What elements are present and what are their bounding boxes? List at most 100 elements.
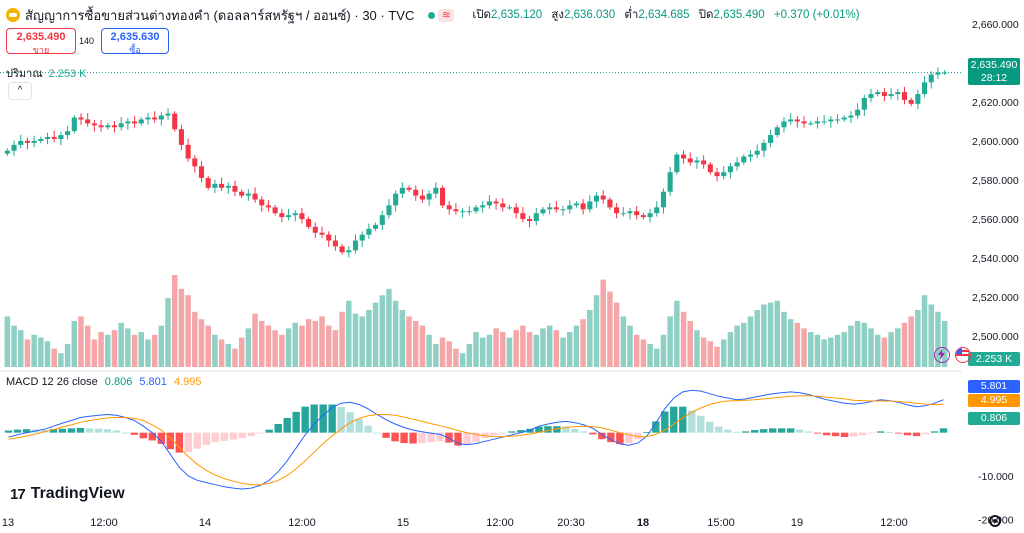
time-tick-label: 19 <box>791 517 803 529</box>
macd-histogram-bar <box>94 428 103 433</box>
volume-bar <box>84 325 91 367</box>
macd-histogram-bar <box>822 432 831 436</box>
tradingview-logo[interactable]: 17 TradingView <box>10 485 125 503</box>
volume-bar <box>908 316 914 367</box>
flag-icon[interactable] <box>955 347 971 363</box>
volume-bar <box>252 313 258 367</box>
macd-histogram-bar <box>777 428 786 433</box>
macd-histogram-bar <box>643 432 651 434</box>
lightning-icon[interactable] <box>934 347 950 363</box>
macd-histogram-bar <box>867 432 876 434</box>
volume-bar <box>171 275 178 367</box>
volume-bar <box>727 332 734 367</box>
candle-body <box>888 94 894 97</box>
candle-body <box>834 119 841 121</box>
buy-button[interactable]: 2,635.630 ซื้อ <box>101 28 169 55</box>
volume-axis-tag: 2.253 K <box>968 352 1020 366</box>
macd-histogram-bar <box>202 432 210 445</box>
candle-body <box>386 205 392 216</box>
volume-bar <box>935 311 941 367</box>
volume-bar <box>118 322 124 367</box>
volume-bar <box>640 339 647 367</box>
candle-body <box>71 117 77 132</box>
gear-icon[interactable] <box>989 515 1001 527</box>
volume-bar <box>560 337 566 367</box>
candlesticks <box>4 67 948 258</box>
candle-body <box>794 119 800 122</box>
macd-histogram-bar <box>688 410 696 433</box>
volume-bar <box>841 332 847 367</box>
macd-histogram-bar <box>831 432 840 437</box>
candle-body <box>426 193 432 200</box>
volume-bar <box>654 348 660 367</box>
price-tick-label: 2,500.000 <box>972 331 1019 343</box>
candle-body <box>306 219 312 227</box>
candle-body <box>439 187 446 206</box>
candle-body <box>768 135 774 143</box>
candle-body <box>500 203 506 208</box>
macd-histogram-bar <box>166 432 175 450</box>
macd-histogram-bar <box>912 432 921 437</box>
volume-bar <box>51 348 57 367</box>
candle-body <box>861 97 867 110</box>
volume-bar <box>680 311 687 367</box>
time-tick-label: 18 <box>637 517 649 529</box>
wave-signal-icon[interactable]: ≋ <box>438 8 455 22</box>
volume-bar <box>754 309 760 367</box>
candle-body <box>781 121 787 128</box>
candle-body <box>326 234 332 241</box>
volume-bar <box>828 337 834 367</box>
candle-body <box>527 219 533 222</box>
candle-body <box>774 127 780 136</box>
sell-button[interactable]: 2,635.490 ขาย <box>6 28 76 55</box>
volume-bar <box>794 322 801 367</box>
time-axis[interactable]: 13 12:00 14 12:00 15 12:00 20:30 18 15:00 19 12:00 <box>2 517 908 529</box>
volume-bar <box>205 325 211 367</box>
market-open-dot-icon <box>428 11 436 19</box>
candle-body <box>178 129 184 145</box>
volume-bar <box>58 353 64 367</box>
candle-body <box>848 115 854 118</box>
macd-histogram-bar <box>130 432 139 435</box>
candle-body <box>192 158 198 167</box>
macd-histogram-bar <box>535 426 543 433</box>
macd-histogram-bar <box>598 432 606 440</box>
candle-body <box>486 201 492 206</box>
flag-glyph <box>956 348 969 356</box>
macd-histogram-bar <box>526 428 534 433</box>
macd-histogram-bar <box>625 432 633 444</box>
time-tick-label: 12:00 <box>486 517 514 529</box>
market-status[interactable]: ≋ <box>428 8 455 22</box>
candle-body <box>18 140 24 145</box>
volume-bar <box>915 309 921 367</box>
candle-body <box>239 191 245 196</box>
candle-body <box>460 211 466 213</box>
symbol-title[interactable]: สัญญาการซื้อขายส่วนต่างทองคำ (ดอลลาร์สหร… <box>25 7 415 23</box>
macd-histogram-bar <box>661 411 669 433</box>
macd-histogram-bar <box>22 429 31 433</box>
macd-tick-label: -10.000 <box>978 471 1014 483</box>
volume-bar <box>366 309 372 367</box>
candle-body <box>299 213 305 220</box>
candle-body <box>922 82 928 95</box>
price-axis[interactable]: 2,660.0002,640.0002,620.0002,600.0002,58… <box>972 19 1019 527</box>
volume-bar <box>520 325 526 367</box>
volume-bar <box>125 328 131 367</box>
volume-bar <box>687 321 693 367</box>
volume-bar <box>352 313 359 367</box>
volume-bar <box>212 334 218 367</box>
volume-legend[interactable]: ปริมาณ 2.253 K <box>6 64 86 82</box>
volume-bar <box>734 325 740 367</box>
macd-legend[interactable]: MACD 12 26 close 0.806 5.801 4.995 <box>6 376 202 388</box>
candle-body <box>105 125 111 128</box>
volume-bar <box>319 316 325 367</box>
volume-bar <box>848 325 854 367</box>
candle-body <box>600 195 606 200</box>
volume-bar <box>620 316 627 367</box>
chevron-up-icon[interactable]: ^ <box>8 82 32 100</box>
macd-histogram-bar <box>885 432 894 434</box>
macd-histogram-bar <box>544 426 552 433</box>
candle-body <box>553 207 559 210</box>
macd-signal-value: 4.995 <box>173 376 202 388</box>
